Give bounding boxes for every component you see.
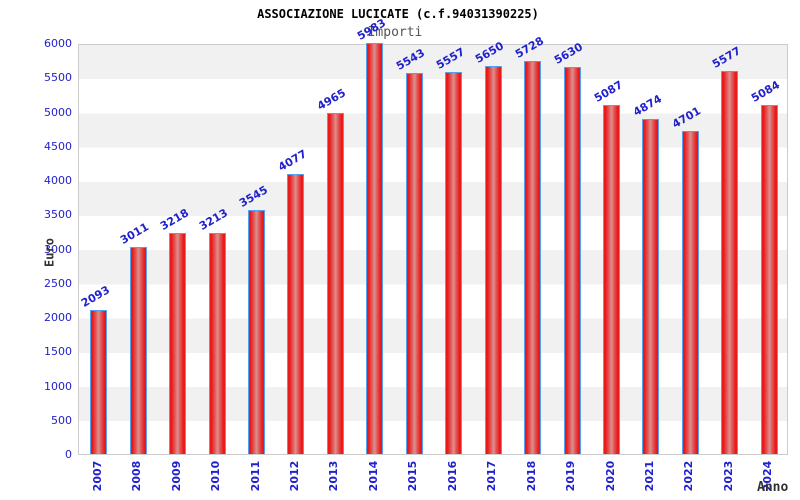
y-tick-label: 4000 xyxy=(44,174,72,187)
bar-value-label: 4965 xyxy=(315,86,349,113)
bar-value-label: 3213 xyxy=(197,206,231,233)
x-tick-label: 2016 xyxy=(445,460,459,492)
bar-value-label: 5084 xyxy=(749,78,783,105)
y-tick-label: 0 xyxy=(65,448,72,461)
bar-2017 xyxy=(484,65,502,454)
plot-area: 2093 3011 3218 3213 3545 4077 4965 5983 5543 5557… xyxy=(78,16,788,455)
bar-2015 xyxy=(405,73,423,454)
x-tick-label: 2011 xyxy=(248,460,262,492)
x-tick-label: 2007 xyxy=(90,460,104,492)
x-tick-label: 2015 xyxy=(406,460,420,492)
bar-2023 xyxy=(721,70,739,454)
bar-2011 xyxy=(248,210,265,454)
bar-value-label: 4077 xyxy=(275,147,309,174)
bar-value-label: 5630 xyxy=(552,40,586,68)
y-tick-label: 6000 xyxy=(44,37,72,50)
bar-value-label: 5650 xyxy=(473,39,507,66)
x-tick-label: 2010 xyxy=(209,460,223,492)
bar-2014 xyxy=(366,43,384,454)
bar-2010 xyxy=(208,232,226,454)
bar-2019 xyxy=(563,67,581,454)
y-tick-label: 2500 xyxy=(44,276,72,290)
bar-2016 xyxy=(445,72,463,454)
bar-value-label: 5577 xyxy=(709,44,743,71)
bar-2012 xyxy=(287,173,305,454)
y-tick-label: 1000 xyxy=(44,379,72,393)
bar-2021 xyxy=(642,119,660,454)
chart-title: ASSOCIAZIONE LUCICATE (c.f.94031390225) xyxy=(257,7,539,21)
x-tick-label: 2023 xyxy=(721,460,735,492)
y-tick-label: 3000 xyxy=(44,242,72,256)
bar-2013 xyxy=(326,112,344,454)
x-tick-label: 2019 xyxy=(564,460,578,492)
x-tick-label: 2018 xyxy=(524,460,538,492)
x-tick-label: 2012 xyxy=(287,460,301,492)
bar-2018 xyxy=(524,60,542,454)
bar-2007 xyxy=(90,309,108,454)
x-tick-label: 2020 xyxy=(603,460,617,492)
y-tick-label: 5000 xyxy=(44,105,72,119)
y-axis-title: Euro xyxy=(42,238,57,267)
y-tick-label: 4500 xyxy=(44,139,72,153)
x-tick-label: 2022 xyxy=(682,460,696,492)
bar-2009 xyxy=(169,232,187,454)
y-tick-label: 3500 xyxy=(44,208,72,222)
bar-2024 xyxy=(760,104,778,454)
bar-value-label: 5087 xyxy=(591,77,625,105)
bar-value-label: 3218 xyxy=(157,205,191,233)
bar-value-label: 3545 xyxy=(236,183,270,211)
bar-2020 xyxy=(603,104,620,454)
bar-value-label: 5543 xyxy=(394,46,428,74)
y-tick-label: 1500 xyxy=(44,345,72,359)
x-tick-label: 2021 xyxy=(642,460,656,492)
y-tick-label: 5500 xyxy=(44,71,72,85)
bar-2022 xyxy=(681,130,699,454)
x-tick-label: 2017 xyxy=(485,460,499,492)
chart-subtitle: Importi xyxy=(367,25,423,40)
bar-value-label: 3011 xyxy=(118,220,152,247)
y-tick-label: 500 xyxy=(51,413,72,427)
x-axis-title: Anno xyxy=(757,480,789,495)
bar-2008 xyxy=(129,246,147,454)
bar-value-label: 2093 xyxy=(78,282,112,310)
bar-value-label: 4874 xyxy=(630,92,664,120)
bar-value-label: 4701 xyxy=(670,104,704,131)
x-tick-label: 2008 xyxy=(130,460,144,492)
bar-value-label: 5557 xyxy=(433,45,467,73)
x-tick-label: 2009 xyxy=(169,460,183,492)
x-tick-label: 2014 xyxy=(366,460,380,492)
x-tick-label: 2013 xyxy=(327,460,341,492)
y-tick-label: 2000 xyxy=(44,311,72,324)
